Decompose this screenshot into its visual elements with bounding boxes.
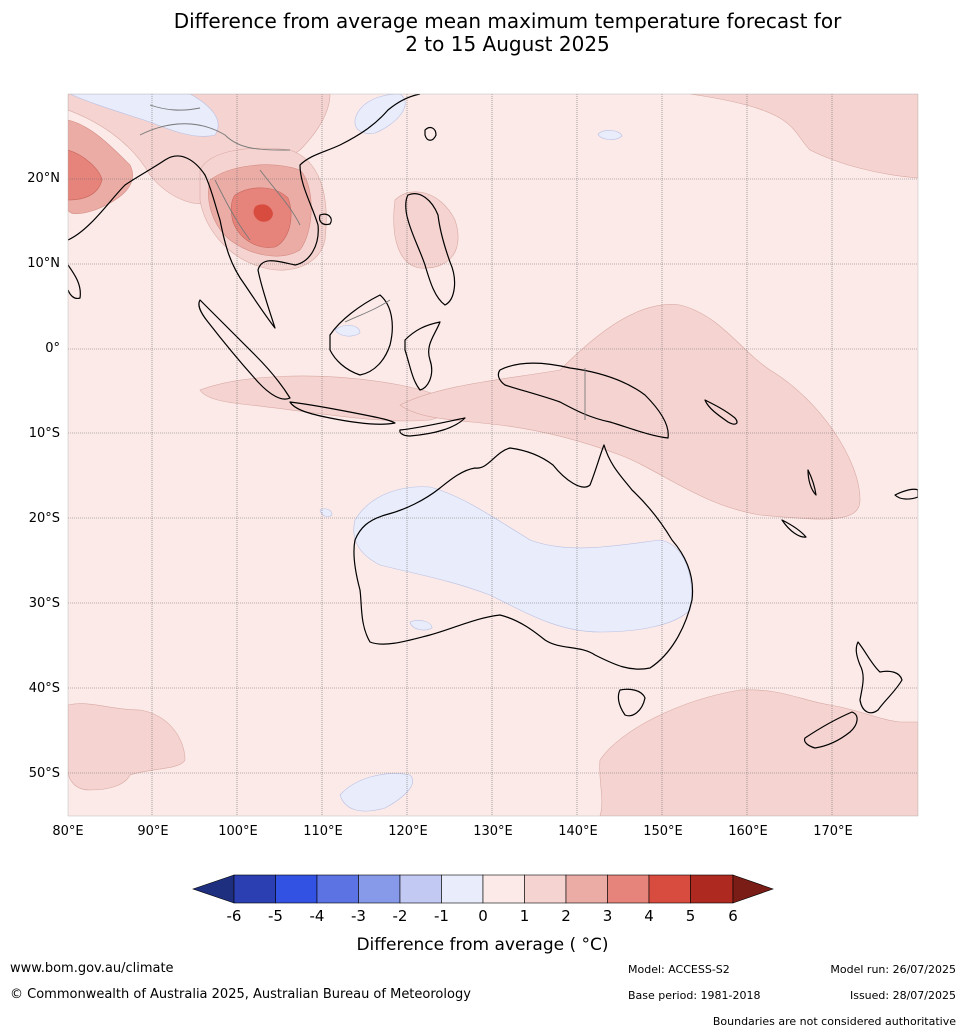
india-coastline — [68, 264, 81, 300]
graticule — [68, 94, 918, 816]
lat-label-40s: 40°S — [28, 681, 60, 696]
new-zealand-north-coastline — [855, 641, 903, 714]
anomaly-4-5-region — [253, 204, 273, 222]
colorbar-tick: -4 — [309, 907, 325, 925]
model-name: Model: ACCESS-S2 — [628, 963, 730, 976]
colorbar-tick: 5 — [685, 907, 696, 925]
boundaries-disclaimer: Boundaries are not considered authoritat… — [712, 1015, 956, 1028]
coastlines — [68, 94, 918, 749]
lon-label-100e: 100°E — [218, 824, 258, 839]
lon-label-140e: 140°E — [558, 824, 598, 839]
colorbar-bin — [358, 874, 401, 904]
fiji-coastline — [894, 488, 918, 500]
title-line-2: 2 to 15 August 2025 — [405, 32, 610, 56]
new-caledonia-coastline — [781, 519, 807, 538]
colorbar-tick: -6 — [226, 907, 242, 925]
lon-label-130e: 130°E — [473, 824, 513, 839]
colorbar-bin — [316, 874, 359, 904]
vanuatu-coastline — [807, 469, 817, 496]
hainan-coastline — [318, 213, 332, 226]
lon-label-80e: 80°E — [52, 824, 84, 839]
philippines-coastline — [405, 193, 456, 306]
country-borders — [139, 104, 586, 420]
lat-label-0: 0° — [45, 341, 60, 356]
lon-label-150e: 150°E — [643, 824, 683, 839]
lat-label-50s: 50°S — [28, 766, 60, 781]
lat-label-10s: 10°S — [28, 426, 60, 441]
colorbar-bin — [607, 874, 650, 904]
lon-label-160e: 160°E — [728, 824, 768, 839]
title-line-1: Difference from average mean maximum tem… — [173, 9, 842, 33]
colorbar-extend-low — [192, 874, 235, 904]
colorbar-label: Difference from average ( °C) — [356, 935, 609, 955]
sumatra-coastline — [198, 299, 291, 400]
model-run-date: Model run: 26/07/2025 — [830, 963, 956, 976]
colorbar-bin — [648, 874, 691, 904]
asia-mainland-coastline — [68, 94, 421, 329]
new-zealand-south-coastline — [803, 711, 858, 749]
borneo-coastline — [329, 294, 393, 376]
colorbar-bin — [482, 874, 525, 904]
lon-label-120e: 120°E — [388, 824, 428, 839]
anomaly-neg1-0-regions — [69, 94, 692, 812]
colorbar-bin — [233, 874, 276, 904]
timor-coastline — [399, 417, 466, 437]
sulawesi-coastline — [404, 321, 441, 391]
lat-label-20s: 20°S — [28, 511, 60, 526]
new-guinea-coastline — [497, 362, 669, 439]
colorbar-tick: -3 — [351, 907, 366, 925]
colorbar-tick: -1 — [434, 907, 449, 925]
colorbar-bin — [524, 874, 567, 904]
colorbar-bin — [399, 874, 442, 904]
lon-label-170e: 170°E — [813, 824, 853, 839]
colorbar-tick: 4 — [644, 907, 654, 925]
colorbar-extend-high — [732, 874, 774, 904]
colorbar-tick: -2 — [392, 907, 408, 925]
solomon-islands-coastline — [704, 399, 738, 425]
lon-label-110e: 110°E — [303, 824, 343, 839]
issued-date: Issued: 28/07/2025 — [849, 989, 956, 1002]
chart-title: Difference from average mean maximum tem… — [0, 10, 965, 56]
lat-label-30s: 30°S — [28, 596, 60, 611]
lon-label-90e: 90°E — [137, 824, 169, 839]
colorbar-bin — [690, 874, 734, 904]
colorbar — [192, 874, 774, 904]
colorbar-tick: 0 — [478, 907, 488, 925]
copyright-text: © Commonwealth of Australia 2025, Austra… — [10, 987, 471, 1002]
colorbar-bin — [441, 874, 484, 904]
taiwan-coastline — [424, 126, 437, 141]
colorbar-tick: 3 — [602, 907, 613, 925]
website-link[interactable]: www.bom.gov.au/climate — [10, 961, 174, 976]
colorbar-tick: 2 — [561, 907, 571, 925]
map-area — [68, 94, 918, 816]
australia-coastline — [353, 444, 694, 670]
colorbar-tick: -5 — [268, 907, 283, 925]
java-coastline — [289, 401, 396, 425]
colorbar-bin — [275, 874, 318, 904]
lat-label-10n: 10°N — [27, 256, 60, 271]
colorbar-tick: 1 — [519, 907, 530, 925]
map-frame — [67, 93, 919, 817]
anomaly-1-2-regions — [68, 94, 918, 816]
tasmania-coastline — [617, 688, 646, 717]
base-period: Base period: 1981-2018 — [628, 989, 761, 1002]
colorbar-tick: 6 — [728, 907, 738, 925]
lat-label-20n: 20°N — [27, 171, 60, 186]
colorbar-bin — [565, 874, 608, 904]
